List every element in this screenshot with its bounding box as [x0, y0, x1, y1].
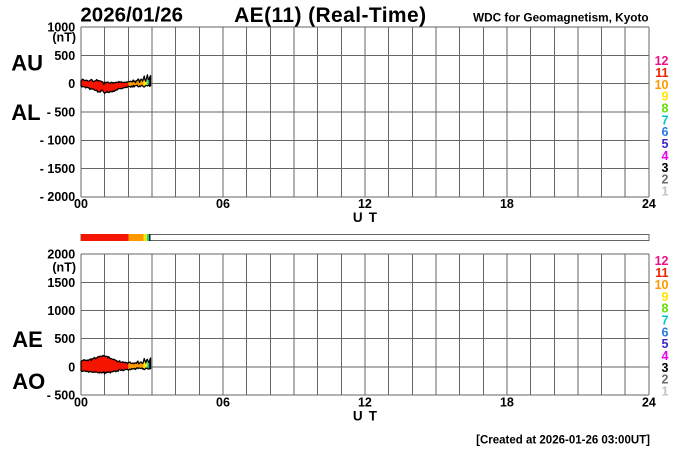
- svg-text:6: 6: [662, 125, 669, 139]
- svg-text:06: 06: [216, 197, 230, 211]
- svg-text:AE: AE: [12, 327, 43, 352]
- svg-text:18: 18: [500, 396, 514, 410]
- svg-text:1000: 1000: [47, 21, 75, 35]
- svg-text:7: 7: [662, 113, 669, 127]
- svg-text:- 500: - 500: [47, 105, 76, 119]
- svg-text:10: 10: [655, 78, 669, 92]
- svg-text:9: 9: [662, 90, 669, 104]
- svg-text:11: 11: [655, 266, 668, 280]
- svg-text:00: 00: [74, 197, 88, 211]
- svg-text:6: 6: [662, 325, 669, 339]
- svg-text:- 1500: - 1500: [40, 162, 75, 176]
- svg-text:WDC for Geomagnetism, Kyoto: WDC for Geomagnetism, Kyoto: [473, 11, 649, 25]
- svg-text:AU: AU: [11, 51, 43, 76]
- svg-text:12: 12: [358, 197, 372, 211]
- svg-text:8: 8: [662, 102, 669, 116]
- svg-text:3: 3: [662, 161, 669, 175]
- svg-text:1500: 1500: [47, 276, 75, 290]
- svg-text:- 2000: - 2000: [40, 190, 75, 204]
- svg-text:3: 3: [662, 361, 669, 375]
- svg-text:- 500: - 500: [47, 389, 76, 403]
- svg-text:1000: 1000: [47, 304, 75, 318]
- svg-text:18: 18: [500, 197, 514, 211]
- svg-text:12: 12: [655, 54, 669, 68]
- svg-text:4: 4: [662, 349, 669, 363]
- svg-text:U T: U T: [353, 409, 378, 424]
- svg-text:2: 2: [662, 373, 669, 387]
- svg-text:24: 24: [642, 197, 656, 211]
- svg-text:0: 0: [68, 360, 75, 374]
- svg-text:500: 500: [54, 332, 75, 346]
- svg-text:AE(11) (Real-Time): AE(11) (Real-Time): [234, 4, 426, 27]
- svg-text:- 1000: - 1000: [40, 134, 75, 148]
- svg-text:5: 5: [662, 337, 669, 351]
- svg-text:2: 2: [662, 173, 669, 187]
- svg-text:9: 9: [662, 290, 669, 304]
- svg-text:500: 500: [54, 49, 75, 63]
- svg-text:12: 12: [655, 254, 669, 268]
- svg-text:AL: AL: [11, 100, 40, 125]
- svg-text:8: 8: [662, 302, 669, 316]
- svg-text:2026/01/26: 2026/01/26: [80, 4, 183, 27]
- svg-text:7: 7: [662, 313, 669, 327]
- svg-text:12: 12: [358, 396, 372, 410]
- svg-text:(nT): (nT): [52, 31, 76, 45]
- svg-text:5: 5: [662, 137, 669, 151]
- svg-text:06: 06: [216, 396, 230, 410]
- svg-text:AO: AO: [12, 369, 45, 394]
- svg-text:24: 24: [642, 396, 656, 410]
- svg-text:(nT): (nT): [52, 261, 76, 275]
- svg-text:4: 4: [662, 149, 669, 163]
- svg-text:[Created at 2026-01-26 03:00UT: [Created at 2026-01-26 03:00UT]: [476, 435, 650, 447]
- svg-text:1: 1: [662, 385, 669, 399]
- svg-text:00: 00: [74, 396, 88, 410]
- svg-text:0: 0: [68, 77, 75, 91]
- svg-text:U T: U T: [353, 210, 378, 225]
- svg-text:11: 11: [655, 66, 668, 80]
- svg-text:2000: 2000: [47, 248, 75, 262]
- svg-text:1: 1: [662, 184, 669, 198]
- svg-text:10: 10: [655, 278, 669, 292]
